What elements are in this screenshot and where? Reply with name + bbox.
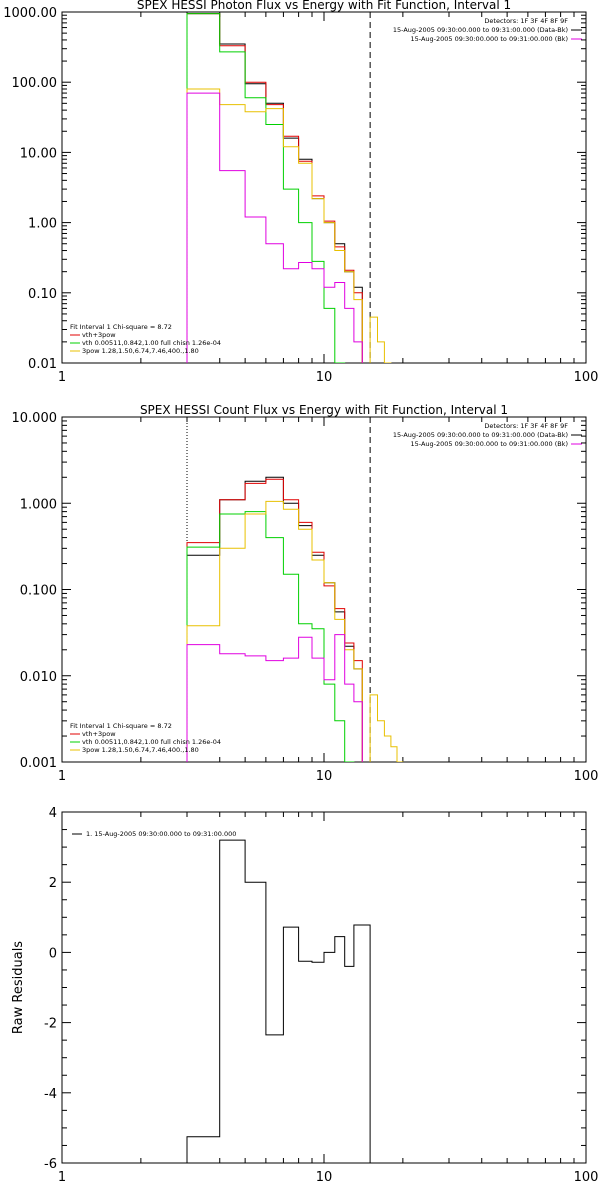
x-tick-label: 100: [574, 1170, 599, 1185]
legend-bottom-left-entry: Fit Interval 1 Chi-square = 8.72: [70, 722, 172, 730]
x-tick-label: 100: [574, 370, 599, 385]
y-tick-label: 0.001: [20, 756, 57, 771]
legend-bottom-left-entry: vth+3pow: [82, 331, 116, 339]
legend-bottom-left-entry: 3pow 1.28,1.50,6.74,7.46,400.,1.80: [82, 746, 199, 754]
series-line-2: [186, 478, 363, 762]
y-tick-label: 0.010: [20, 670, 57, 685]
x-tick-label: 1: [58, 370, 66, 385]
x-tick-label: 10: [316, 769, 333, 784]
y-tick-label: -4: [44, 1087, 57, 1102]
x-tick-label: 1: [58, 769, 66, 784]
legend-bottom-left-entry: 3pow 1.28,1.50,6.74,7.46,400.,1.80: [82, 347, 199, 355]
y-tick-label: 0: [49, 946, 57, 961]
series-line-4: [186, 88, 392, 363]
x-tick-label: 10: [316, 370, 333, 385]
plot-frame: [61, 811, 587, 1164]
x-tick-label: 100: [574, 769, 599, 784]
legend-bottom-left-entry: vth+3pow: [82, 730, 116, 738]
y-tick-label: 10.000: [12, 411, 58, 426]
legend-bottom-left-entry: vth 0.00511,0.842,1.00 full chisn 1.26e-…: [82, 738, 221, 746]
y-tick-label: 4: [49, 806, 57, 821]
x-tick-label: 1: [58, 1170, 66, 1185]
series-line-5: [186, 634, 363, 762]
chart-1: [61, 11, 587, 364]
chart-2: [61, 416, 587, 763]
y-tick-label: 0.10: [28, 287, 57, 302]
y-tick-label: 100.00: [12, 76, 58, 91]
x-tick-label: 10: [316, 1170, 333, 1185]
series-line-1: [186, 839, 371, 1163]
y-tick-label: 2: [49, 876, 57, 891]
series-line-1: [186, 476, 363, 762]
y-tick-label: -6: [44, 1157, 57, 1172]
chart-3: [61, 811, 587, 1164]
chart-title: SPEX HESSI Photon Flux vs Energy with Fi…: [137, 0, 511, 12]
series-line-4: [186, 500, 404, 762]
legend-top-right-entry: Detectors: 1F 3F 4F 8F 9F: [484, 422, 568, 430]
legend-bottom-left-entry: vth 0.00511,0.842,1.00 full chisn 1.26e-…: [82, 339, 221, 347]
series-line-3: [186, 13, 346, 363]
y-tick-label: 1.000: [20, 497, 57, 512]
legend-top-right-entry: 15-Aug-2005 09:30:00.000 to 09:31:00.000…: [411, 35, 568, 43]
y-tick-label: 1000.00: [3, 6, 57, 21]
legend-bottom-left-entry: Fit Interval 1 Chi-square = 8.72: [70, 323, 172, 331]
legend-top-right-entry: 15-Aug-2005 09:30:00.000 to 09:31:00.000…: [411, 440, 568, 448]
y-axis-label: Raw Residuals: [11, 941, 26, 1034]
legend-top-right-entry: Detectors: 1F 3F 4F 8F 9F: [484, 17, 568, 25]
series-line-1: [186, 13, 363, 363]
series-line-3: [186, 511, 355, 762]
y-tick-label: 1.00: [28, 217, 57, 232]
chart-title: SPEX HESSI Count Flux vs Energy with Fit…: [140, 403, 508, 417]
series-line-5: [186, 92, 363, 363]
legend-top-left-entry: 1. 15-Aug-2005 09:30:00.000 to 09:31:00.…: [86, 830, 236, 838]
plot-frame: [61, 11, 587, 364]
legend-top-right-entry: 15-Aug-2005 09:30:00.000 to 09:31:00.000…: [393, 26, 568, 34]
y-tick-label: 0.100: [20, 584, 57, 599]
y-tick-label: 0.01: [28, 357, 57, 372]
y-tick-label: 10.00: [20, 146, 57, 161]
legend-top-right-entry: 15-Aug-2005 09:30:00.000 to 09:31:00.000…: [393, 431, 568, 439]
series-line-2: [186, 13, 363, 363]
plot-frame: [61, 416, 587, 763]
y-tick-label: -2: [44, 1017, 57, 1032]
